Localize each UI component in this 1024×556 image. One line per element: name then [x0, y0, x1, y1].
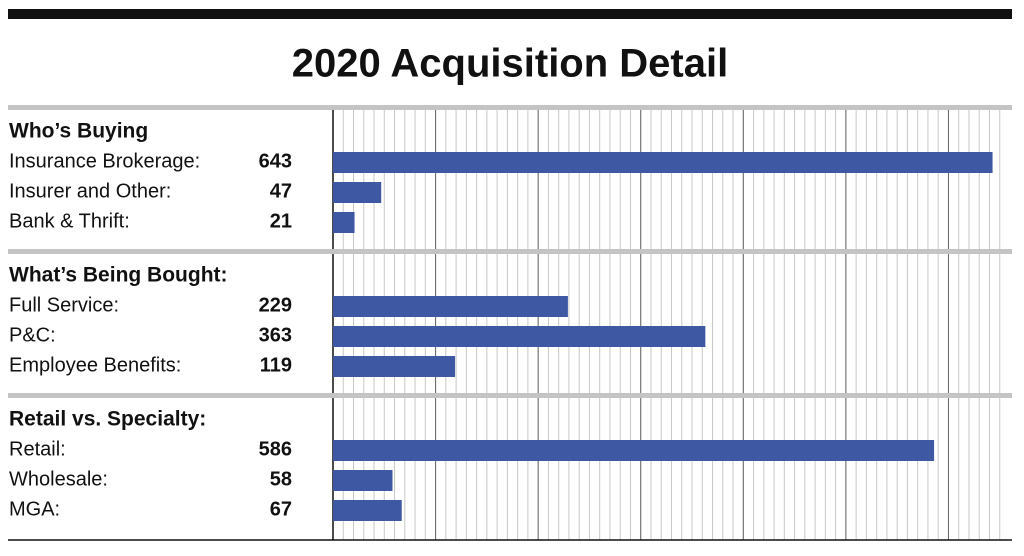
value-label: 643	[259, 150, 292, 172]
bar	[333, 470, 393, 491]
value-label: 67	[270, 498, 292, 520]
bar	[333, 296, 568, 317]
plot: Who’s Buying Insurance Brokerage: 643 Insur…	[8, 105, 1012, 541]
bar	[333, 152, 993, 173]
value-label: 586	[259, 438, 292, 460]
value-label: 21	[270, 210, 292, 232]
group-title: What’s Being Bought:	[9, 264, 228, 287]
value-label: 47	[270, 180, 292, 202]
bar	[333, 212, 355, 233]
value-label: 363	[259, 324, 292, 346]
section-rule	[8, 393, 1012, 398]
category-label: Employee Benefits:	[9, 354, 181, 376]
category-label: Wholesale:	[9, 468, 108, 490]
category-label: Full Service:	[9, 294, 119, 316]
bar	[333, 440, 935, 461]
bar	[333, 500, 402, 521]
category-label: MGA:	[9, 498, 60, 520]
value-label: 58	[270, 468, 292, 490]
category-label: Retail:	[9, 438, 66, 460]
category-label: P&C:	[9, 324, 56, 346]
bar	[333, 326, 706, 347]
top-rule	[8, 9, 1012, 19]
group-title: Retail vs. Specialty:	[9, 408, 206, 431]
bar	[333, 356, 456, 377]
grid	[332, 107, 1001, 540]
category-label: Insurance Brokerage:	[9, 150, 200, 172]
value-label: 229	[259, 294, 292, 316]
bar	[333, 182, 382, 203]
section-rule	[8, 249, 1012, 254]
section-rule	[8, 105, 1012, 110]
value-label: 119	[260, 354, 292, 376]
chart-title: 2020 Acquisition Detail	[292, 42, 728, 86]
category-label: Insurer and Other:	[9, 180, 171, 202]
group-title: Who’s Buying	[9, 120, 148, 143]
category-label: Bank & Thrift:	[9, 210, 130, 232]
